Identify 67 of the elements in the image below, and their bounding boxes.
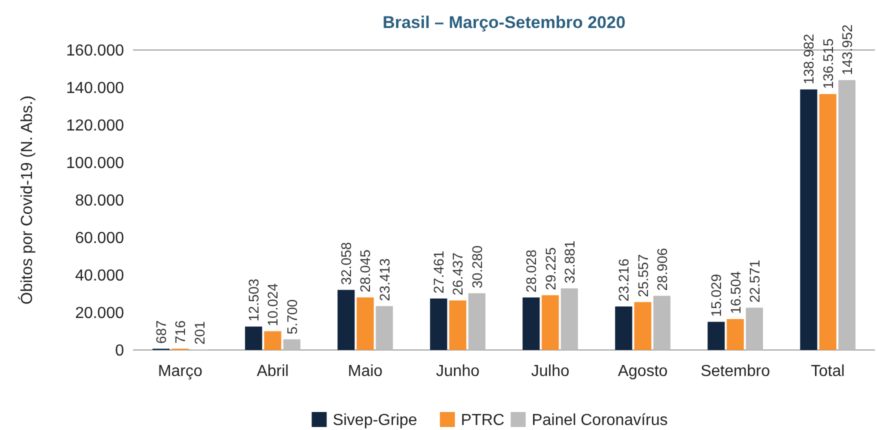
bar — [468, 293, 486, 350]
data-label: 10.024 — [264, 283, 281, 326]
bar — [522, 297, 540, 350]
bar — [726, 319, 744, 350]
y-tick-label: 120.000 — [66, 118, 124, 135]
bar — [449, 300, 466, 350]
bar — [560, 288, 578, 350]
data-label: 23.413 — [376, 258, 392, 302]
data-label: 687 — [153, 320, 170, 344]
legend-label: PTRC — [460, 412, 504, 430]
data-label: 136.515 — [820, 38, 836, 90]
x-tick-label: Julho — [531, 363, 570, 380]
data-label: 23.216 — [616, 258, 632, 302]
bar — [376, 306, 393, 350]
data-label: 143.952 — [838, 24, 855, 76]
bar — [838, 80, 856, 350]
bar — [356, 297, 374, 350]
data-label: 5.700 — [284, 299, 300, 334]
chart-title: Brasil – Março-Setembro 2020 — [382, 13, 626, 32]
x-tick-label: Junho — [436, 363, 480, 380]
data-label: 12.503 — [246, 278, 262, 322]
x-tick-label: Março — [158, 363, 203, 380]
x-tick-label: Abril — [256, 363, 289, 380]
data-label: 716 — [172, 320, 188, 344]
data-label: 138.982 — [800, 34, 817, 84]
bar — [430, 298, 448, 350]
legend-label: Sivep-Gripe — [332, 412, 418, 430]
y-tick-label: 0 — [115, 342, 124, 360]
x-tick-label: Maio — [348, 363, 383, 380]
y-tick-label: 160.000 — [66, 42, 124, 60]
y-tick-label: 40.000 — [75, 268, 124, 285]
bar — [283, 339, 300, 350]
data-label: 28.028 — [523, 249, 540, 292]
bar — [800, 89, 818, 350]
bar — [542, 295, 559, 350]
data-label: 27.461 — [430, 250, 447, 294]
bar — [634, 302, 652, 350]
data-label: 30.280 — [468, 245, 485, 288]
y-tick-label: 100.000 — [66, 155, 124, 172]
data-label: 26.437 — [450, 252, 466, 296]
bar — [746, 308, 763, 350]
bar — [653, 296, 670, 350]
y-axis-title: Óbitos por Covid-19 (N. Abs.) — [18, 96, 36, 304]
y-tick-label: 20.000 — [75, 305, 124, 322]
legend-label: Painel Coronavírus — [532, 412, 668, 430]
bar — [819, 94, 836, 350]
x-tick-label: Setembro — [700, 363, 770, 380]
bar — [615, 306, 632, 350]
bar — [264, 331, 282, 350]
data-label: 22.571 — [746, 260, 762, 303]
data-label: 32.881 — [561, 240, 578, 284]
data-label: 16.504 — [727, 271, 744, 314]
data-label: 28.906 — [654, 248, 670, 291]
bar — [245, 326, 262, 350]
data-label: 29.225 — [542, 247, 558, 290]
y-tick-label: 140.000 — [66, 80, 124, 98]
y-tick-label: 60.000 — [75, 230, 124, 248]
bar — [708, 322, 725, 350]
data-label: 28.045 — [357, 249, 374, 292]
x-tick-label: Total — [810, 363, 845, 380]
data-label: 201 — [191, 321, 208, 345]
bar — [338, 290, 355, 350]
y-tick-label: 80.000 — [75, 192, 124, 210]
data-label: 15.029 — [708, 274, 724, 317]
data-label: 25.557 — [634, 254, 651, 298]
x-tick-label: Agosto — [618, 363, 668, 380]
data-label: 32.058 — [338, 242, 354, 285]
